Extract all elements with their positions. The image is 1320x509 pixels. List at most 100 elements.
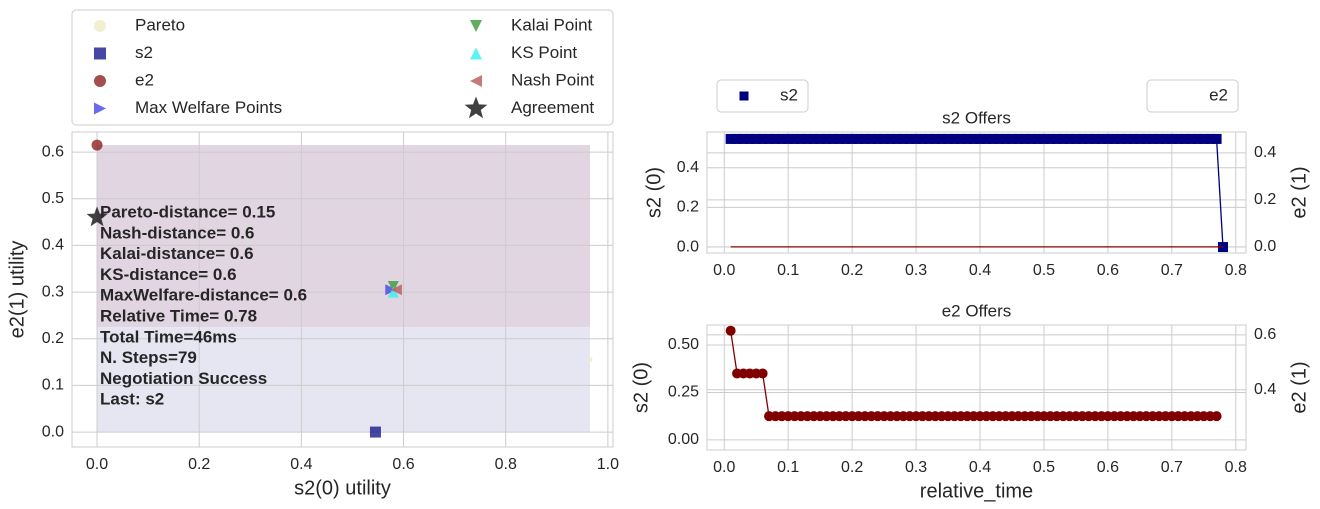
y-tick-label: 0.2: [677, 199, 699, 216]
x-axis-label: relative_time: [920, 480, 1033, 502]
annotation: N. Steps=79: [100, 348, 197, 367]
x-tick-label: 0.3: [905, 262, 927, 279]
marker: [968, 133, 979, 144]
marker: [1186, 133, 1197, 144]
marker: [962, 133, 973, 144]
marker: [866, 133, 877, 144]
marker: [955, 133, 966, 144]
region: [97, 145, 591, 328]
chart-title: s2 Offers: [942, 108, 1011, 127]
marker: [1141, 133, 1152, 144]
annotation: Relative Time= 0.78: [100, 306, 257, 325]
x-tick-label: 0.0: [713, 459, 735, 476]
marker: [802, 133, 813, 144]
marker: [1006, 133, 1017, 144]
annotation: Total Time=46ms: [100, 327, 237, 346]
marker: [1179, 133, 1190, 144]
plot-frame: [706, 131, 1247, 254]
marker: [1192, 133, 1203, 144]
marker: [739, 91, 749, 101]
marker: [994, 133, 1005, 144]
annotation: Negotiation Success: [100, 369, 267, 388]
y-tick-label: 0.0: [677, 238, 699, 255]
marker: [853, 133, 864, 144]
x-tick-label: 0.0: [713, 262, 735, 279]
x-tick-label: 0.4: [969, 262, 991, 279]
marker: [764, 133, 775, 144]
y-tick-label: 0.1: [42, 377, 64, 394]
marker: [930, 133, 941, 144]
marker: [872, 133, 883, 144]
marker: [94, 47, 106, 60]
marker: [1019, 133, 1030, 144]
marker: [1096, 133, 1107, 144]
legend-frame: [716, 79, 809, 113]
marker: [1038, 133, 1049, 144]
legend-frame: [71, 9, 614, 126]
region: [97, 327, 591, 433]
marker: [1115, 133, 1126, 144]
marker: [1013, 133, 1024, 144]
marker: [795, 133, 806, 144]
annotation: Kalai-distance= 0.6: [100, 244, 254, 263]
marker: [387, 280, 399, 292]
marker: [1122, 133, 1133, 144]
x-tick-label: 0.4: [290, 456, 312, 473]
marker: [879, 133, 890, 144]
marker: [911, 133, 922, 144]
x-tick-label: 0.5: [1033, 459, 1055, 476]
x-tick-label: 0.4: [969, 459, 991, 476]
plot-area: [707, 132, 1246, 253]
marker: [1173, 133, 1184, 144]
x-tick-label: 0.1: [777, 262, 799, 279]
marker: [981, 133, 992, 144]
marker: [904, 133, 915, 144]
y2-tick-label: 0.2: [1254, 191, 1276, 208]
x-tick-label: 0.2: [188, 456, 210, 473]
marker: [815, 133, 826, 144]
y-tick-label: 0.25: [668, 384, 699, 401]
y-tick-label: 0.4: [42, 237, 64, 254]
marker: [757, 368, 768, 379]
marker: [1147, 133, 1158, 144]
marker: [898, 133, 909, 144]
y-tick-label: 0.4: [677, 159, 699, 176]
legend-label: Kalai Point: [511, 15, 593, 34]
x-tick-label: 0.8: [1225, 459, 1247, 476]
marker: [1160, 133, 1171, 144]
marker: [975, 133, 986, 144]
y-tick-label: 0.3: [42, 283, 64, 300]
marker: [1198, 133, 1209, 144]
legend-label: e2: [1209, 85, 1228, 104]
legend-label: KS Point: [511, 43, 577, 62]
annotation: Last: s2: [100, 390, 164, 409]
x-tick-label: 0.2: [841, 262, 863, 279]
y-tick-label: 0.00: [668, 431, 699, 448]
marker: [94, 75, 106, 87]
x-tick-label: 0.3: [905, 459, 927, 476]
marker: [751, 133, 762, 144]
marker: [789, 133, 800, 144]
marker: [464, 96, 488, 119]
marker: [1032, 133, 1043, 144]
marker: [1211, 411, 1222, 422]
y-tick-label: 0.50: [668, 336, 699, 353]
marker: [949, 133, 960, 144]
marker: [1058, 133, 1069, 144]
y2-tick-label: 0.6: [1254, 326, 1276, 343]
marker: [390, 284, 402, 296]
y-axis-label: s2 (0): [630, 362, 652, 413]
y2-tick-label: 0.0: [1254, 238, 1276, 255]
x-axis-label: s2(0) utility: [294, 477, 391, 499]
marker: [91, 139, 103, 151]
marker: [808, 133, 819, 144]
y-tick-label: 0.6: [42, 143, 64, 160]
marker: [725, 325, 736, 336]
y-tick-label: 0.2: [42, 330, 64, 347]
legend-label: Nash Point: [511, 70, 594, 89]
legend-label: Pareto: [135, 15, 185, 34]
y2-axis-label: e2 (1): [1288, 166, 1310, 218]
marker: [86, 206, 108, 227]
